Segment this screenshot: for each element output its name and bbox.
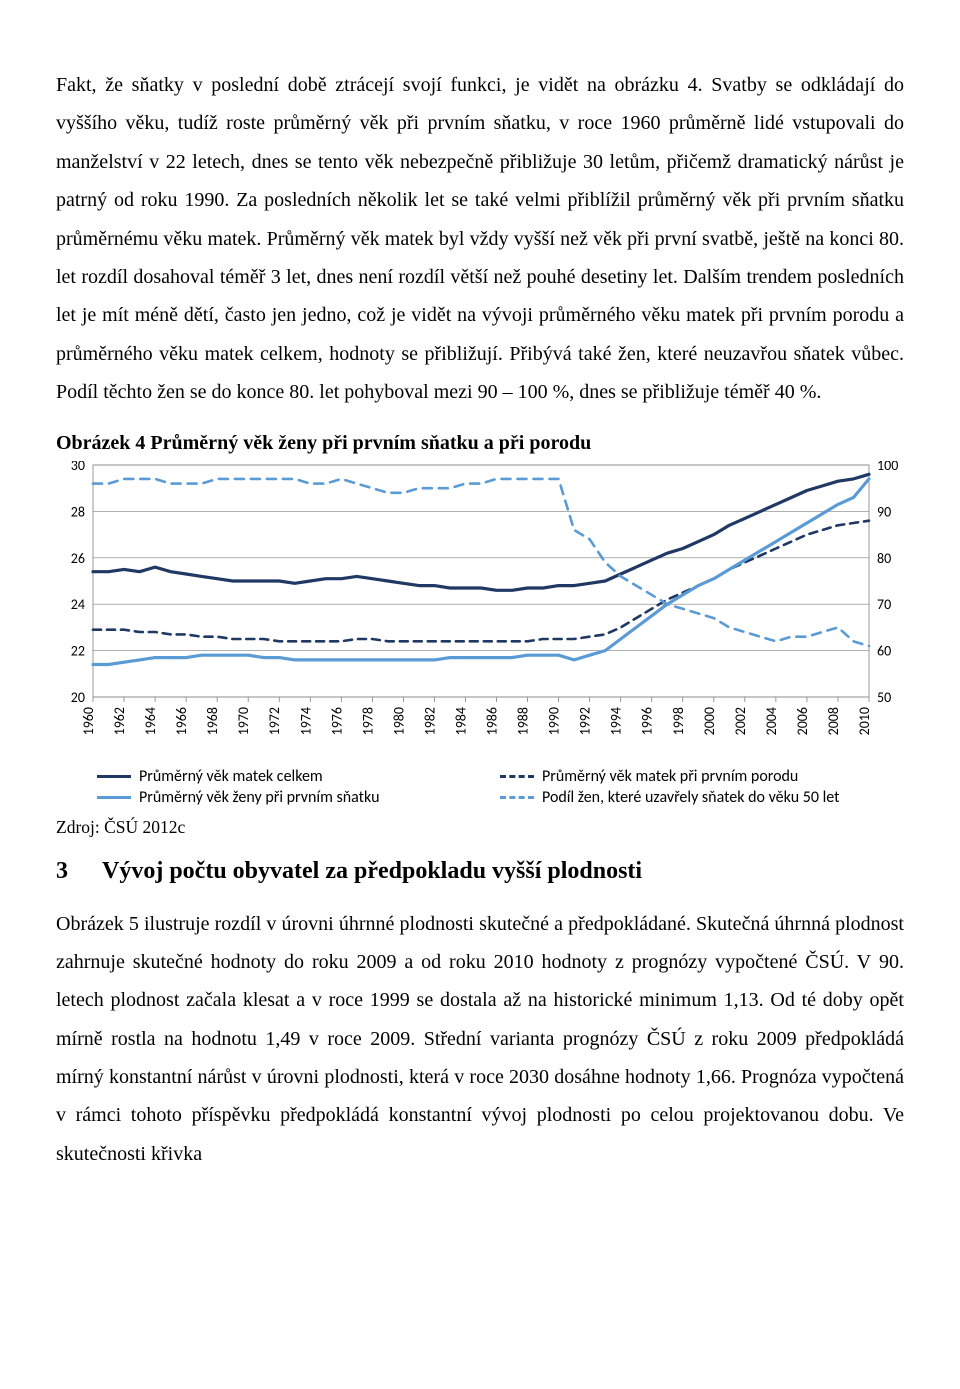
svg-text:1990: 1990 [546,707,563,735]
section-3-heading: 3Vývoj počtu obyvatel za předpokladu vyš… [56,858,904,885]
svg-text:2010: 2010 [856,707,873,735]
paragraph-1: Fakt, že sňatky v poslední době ztrácejí… [56,66,904,412]
svg-text:1988: 1988 [515,707,532,735]
svg-text:1960: 1960 [80,707,97,735]
legend-label: Průměrný věk matek celkem [139,767,323,786]
svg-text:100: 100 [877,461,898,474]
svg-text:2008: 2008 [825,707,842,735]
svg-text:1984: 1984 [452,707,469,735]
section-number: 3 [56,858,102,885]
svg-text:70: 70 [877,596,891,613]
svg-text:20: 20 [71,689,85,706]
svg-text:1992: 1992 [577,707,594,735]
svg-text:2006: 2006 [794,707,811,735]
legend-item: Podíl žen, které uzavřely sňatek do věku… [500,788,903,809]
svg-text:1996: 1996 [639,707,656,735]
legend-swatch [500,775,534,778]
line-chart-svg: 20 22 24 26 28 30 50 60 70 80 90 100 1960 1962 1964 196… [57,461,903,765]
svg-text:1972: 1972 [266,707,283,735]
svg-text:26: 26 [71,549,85,566]
svg-text:90: 90 [877,503,891,520]
legend-swatch [97,796,131,799]
svg-text:1978: 1978 [359,707,376,735]
svg-text:1962: 1962 [111,707,128,735]
figure-4-chart: 20 22 24 26 28 30 50 60 70 80 90 100 1960 1962 1964 196… [57,461,903,765]
svg-text:24: 24 [71,596,85,613]
svg-text:1986: 1986 [484,707,501,735]
svg-text:30: 30 [71,461,85,474]
legend-item: Průměrný věk ženy při prvním sňatku [97,788,500,809]
legend-item: Průměrný věk matek celkem [97,767,500,788]
svg-text:22: 22 [71,642,85,659]
svg-text:1968: 1968 [204,707,221,735]
figure-4-title: Obrázek 4 Průměrný věk ženy při prvním s… [56,432,904,455]
legend-item: Průměrný věk matek při prvním porodu [500,767,903,788]
svg-text:1976: 1976 [328,707,345,735]
svg-text:1970: 1970 [235,707,252,735]
svg-text:80: 80 [877,549,891,566]
chart-legend: Průměrný věk matek celkem Průměrný věk ma… [57,765,903,815]
svg-text:2004: 2004 [763,707,780,735]
svg-text:2000: 2000 [701,707,718,735]
svg-text:1980: 1980 [390,707,407,735]
svg-text:60: 60 [877,642,891,659]
svg-text:1998: 1998 [670,707,687,735]
svg-text:1994: 1994 [608,707,625,735]
svg-text:1974: 1974 [297,707,314,735]
svg-text:1964: 1964 [142,707,159,735]
svg-text:28: 28 [71,503,85,520]
svg-text:1982: 1982 [421,707,438,735]
legend-label: Průměrný věk matek při prvním porodu [542,767,798,786]
paragraph-2: Obrázek 5 ilustruje rozdíl v úrovni úhrn… [56,905,904,1174]
section-title: Vývoj počtu obyvatel za předpokladu vyšš… [102,858,642,884]
legend-swatch [500,796,534,799]
legend-swatch [97,775,131,778]
legend-label: Průměrný věk ženy při prvním sňatku [139,788,379,807]
legend-label: Podíl žen, které uzavřely sňatek do věku… [542,788,839,807]
svg-text:50: 50 [877,689,891,706]
page: Fakt, že sňatky v poslední době ztrácejí… [0,0,960,1233]
figure-4-source: Zdroj: ČSÚ 2012c [56,817,904,838]
svg-text:1966: 1966 [173,707,190,735]
svg-text:2002: 2002 [732,707,749,735]
